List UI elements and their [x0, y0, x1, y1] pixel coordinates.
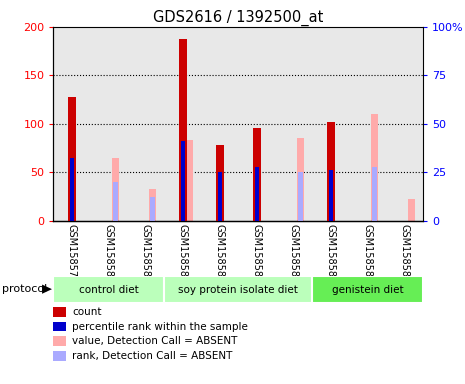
Text: protocol: protocol	[2, 284, 47, 294]
Polygon shape	[42, 285, 52, 294]
Bar	[181, 141, 185, 221]
Bar	[150, 197, 155, 221]
Text: GSM158582: GSM158582	[178, 224, 188, 283]
Bar	[312, 276, 423, 303]
Bar	[255, 167, 259, 221]
Bar	[112, 158, 119, 221]
Text: GSM158585: GSM158585	[289, 224, 299, 283]
Bar	[113, 182, 118, 221]
Bar	[216, 145, 224, 221]
Bar	[186, 140, 193, 221]
Bar	[165, 276, 312, 303]
Bar	[371, 114, 378, 221]
Title: GDS2616 / 1392500_at: GDS2616 / 1392500_at	[153, 9, 324, 25]
Text: GSM158579: GSM158579	[67, 224, 77, 283]
Text: percentile rank within the sample: percentile rank within the sample	[72, 321, 248, 332]
Bar	[53, 276, 165, 303]
Bar	[372, 167, 377, 221]
Text: GSM158580: GSM158580	[104, 224, 114, 283]
Text: control diet: control diet	[79, 285, 139, 295]
Bar	[70, 158, 74, 221]
Bar	[179, 40, 187, 221]
Bar	[68, 97, 76, 221]
Text: GSM158581: GSM158581	[141, 224, 151, 283]
Text: GSM158583: GSM158583	[215, 224, 225, 283]
Bar	[329, 170, 332, 221]
Text: GSM158584: GSM158584	[252, 224, 262, 283]
Text: rank, Detection Call = ABSENT: rank, Detection Call = ABSENT	[72, 351, 232, 361]
Text: GSM158588: GSM158588	[399, 224, 410, 283]
Text: value, Detection Call = ABSENT: value, Detection Call = ABSENT	[72, 336, 238, 346]
Bar	[408, 199, 415, 221]
Bar	[298, 172, 303, 221]
Bar	[252, 128, 261, 221]
Bar	[297, 138, 304, 221]
Text: count: count	[72, 307, 101, 317]
Text: soy protein isolate diet: soy protein isolate diet	[179, 285, 298, 295]
Bar	[149, 189, 156, 221]
Text: GSM158587: GSM158587	[363, 224, 373, 283]
Bar	[326, 122, 335, 221]
Text: GSM158586: GSM158586	[326, 224, 336, 283]
Text: genistein diet: genistein diet	[332, 285, 404, 295]
Bar	[218, 172, 222, 221]
